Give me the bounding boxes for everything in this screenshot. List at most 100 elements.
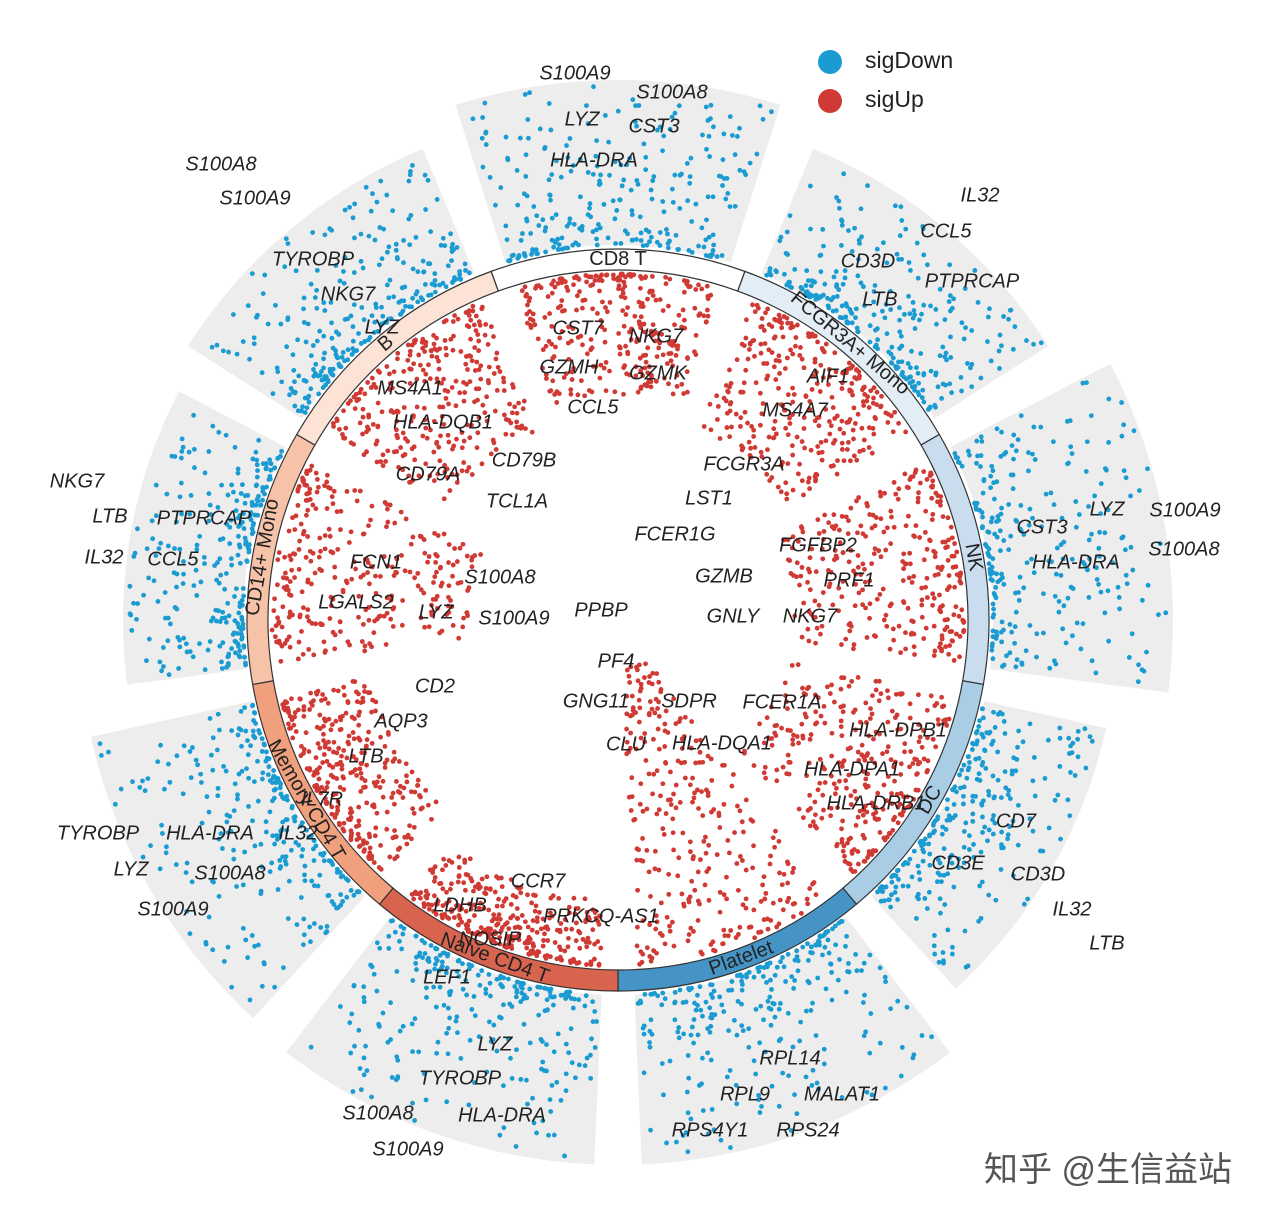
down-point (240, 519, 245, 525)
up-point (743, 335, 749, 341)
up-point (801, 365, 807, 371)
down-point (251, 718, 256, 723)
down-point (376, 262, 382, 268)
up-point (356, 823, 362, 828)
up-point (636, 697, 642, 703)
up-point (852, 788, 858, 794)
sector-background (871, 701, 1107, 989)
up-point (786, 771, 792, 777)
up-point (329, 804, 335, 810)
down-point (772, 1014, 778, 1020)
up-point (620, 290, 626, 296)
down-point (1157, 541, 1163, 547)
up-point (314, 477, 320, 482)
down-point (352, 1043, 357, 1049)
down-point (717, 994, 723, 1000)
down-point (839, 303, 845, 309)
down-point (333, 263, 339, 268)
down-point (751, 974, 757, 980)
up-point (656, 713, 662, 719)
up-point (335, 799, 341, 804)
up-point (703, 787, 709, 793)
down-point (163, 850, 169, 856)
up-point (872, 546, 878, 552)
up-point (347, 810, 353, 816)
down-point (772, 972, 778, 978)
down-point (231, 808, 237, 814)
down-point (625, 231, 630, 237)
down-point (1052, 797, 1058, 803)
down-point (399, 285, 405, 291)
down-point (254, 457, 260, 463)
up-point (790, 399, 796, 405)
down-point (594, 138, 600, 144)
down-point (527, 1040, 533, 1046)
down-point (566, 1050, 572, 1056)
up-point (734, 861, 740, 866)
up-point (859, 425, 865, 431)
up-point (882, 490, 888, 496)
down-point (1129, 631, 1135, 637)
up-point (650, 293, 656, 298)
down-point (1094, 565, 1099, 571)
up-point (363, 607, 369, 613)
up-point (479, 306, 485, 312)
down-point (874, 246, 880, 252)
up-point (907, 715, 913, 721)
up-point (915, 499, 921, 505)
up-point (323, 648, 328, 654)
down-point (883, 979, 888, 985)
down-point (232, 594, 237, 599)
up-point (703, 834, 708, 840)
up-point (467, 856, 473, 862)
up-point (305, 491, 311, 497)
down-point (267, 778, 273, 783)
down-point (536, 223, 542, 228)
up-point (514, 906, 520, 911)
up-point (855, 849, 861, 854)
down-point (777, 1001, 783, 1006)
up-point (679, 736, 685, 742)
up-point (737, 854, 743, 859)
down-point (863, 1029, 869, 1035)
up-point (297, 696, 303, 702)
up-point (525, 924, 531, 930)
up-point (829, 753, 834, 759)
down-point (768, 1006, 774, 1012)
up-point (785, 320, 791, 326)
up-point (769, 736, 775, 741)
up-point (660, 826, 666, 832)
down-point (834, 282, 840, 288)
up-point (874, 596, 880, 602)
down-point (1001, 538, 1007, 543)
up-point (866, 405, 872, 410)
down-point (780, 955, 785, 960)
up-point (432, 864, 438, 870)
down-point (1047, 665, 1053, 671)
down-point (285, 241, 291, 246)
down-point (1038, 848, 1043, 854)
down-point (1086, 537, 1092, 543)
down-point (1012, 324, 1018, 330)
up-point (685, 938, 691, 944)
down-point (1087, 734, 1093, 740)
up-point (935, 717, 941, 723)
down-point (386, 933, 392, 939)
up-point (846, 559, 852, 565)
up-point (651, 736, 656, 742)
up-point (758, 350, 764, 356)
down-point (355, 889, 361, 894)
up-point (635, 389, 641, 395)
down-point (358, 258, 364, 264)
down-point (186, 449, 192, 455)
down-point (718, 1137, 724, 1143)
up-point (890, 626, 896, 632)
down-point (313, 843, 319, 849)
up-point (648, 379, 654, 385)
up-point (864, 398, 870, 404)
up-point (751, 427, 757, 433)
down-point (187, 931, 193, 937)
down-point (177, 546, 183, 552)
up-point (381, 613, 387, 619)
up-point (271, 608, 277, 614)
